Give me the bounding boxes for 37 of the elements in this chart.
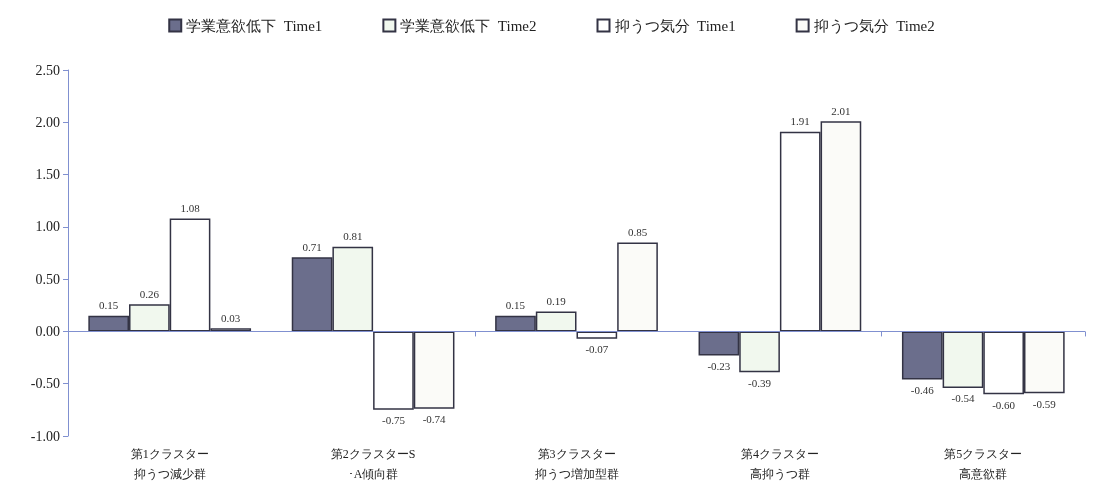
data-label: -0.75 — [381, 414, 406, 427]
data-label: -0.54 — [951, 392, 975, 405]
data-label: -0.07 — [585, 343, 609, 356]
data-label: -0.46 — [910, 384, 935, 397]
y-tick-label: 1.00 — [35, 219, 60, 235]
y-tick-label: 2.50 — [35, 62, 60, 78]
data-label: 0.15 — [505, 299, 526, 312]
x-tick-label: 第4クラスター高抑うつ群 — [740, 447, 819, 481]
data-label: 0.85 — [627, 226, 648, 239]
data-label: 1.08 — [180, 201, 201, 214]
x-tick-label: 第1クラスター抑うつ減少群 — [130, 447, 209, 481]
data-label: 2.01 — [831, 104, 851, 117]
data-label: -0.59 — [1032, 397, 1057, 410]
y-tick-label: 0.50 — [35, 271, 60, 287]
data-label: -0.60 — [992, 398, 1016, 411]
data-label: 0.81 — [343, 230, 363, 243]
data-label: -0.23 — [707, 359, 731, 372]
x-tick-label: 第3クラスター抑うつ増加型群 — [534, 447, 619, 481]
legend-label: 学業意欲低下 Time1 — [186, 17, 323, 34]
data-label: -0.74 — [422, 413, 447, 426]
data-label: 0.71 — [302, 240, 322, 253]
data-label: -0.39 — [748, 376, 772, 389]
data-label: 0.19 — [546, 295, 567, 308]
y-tick-label: -0.50 — [30, 376, 60, 392]
y-tick-label: 1.50 — [35, 167, 60, 183]
legend-label: 抑うつ気分 Time2 — [813, 17, 935, 34]
x-tick-label: 第2クラスターS･A傾向群 — [330, 447, 416, 481]
data-label: 0.26 — [139, 287, 160, 300]
y-tick-label: 2.00 — [35, 114, 60, 130]
x-tick-label: 第5クラスター高意欲群 — [944, 447, 1023, 481]
data-label: 1.91 — [790, 115, 810, 128]
legend-label: 抑うつ気分 Time1 — [614, 17, 736, 34]
data-label: 0.15 — [99, 299, 119, 312]
legend-label: 学業意欲低下 Time2 — [400, 17, 537, 34]
y-tick-label: 0.00 — [35, 323, 60, 339]
data-label: 0.03 — [221, 311, 241, 324]
y-tick-label: -1.00 — [30, 428, 60, 444]
